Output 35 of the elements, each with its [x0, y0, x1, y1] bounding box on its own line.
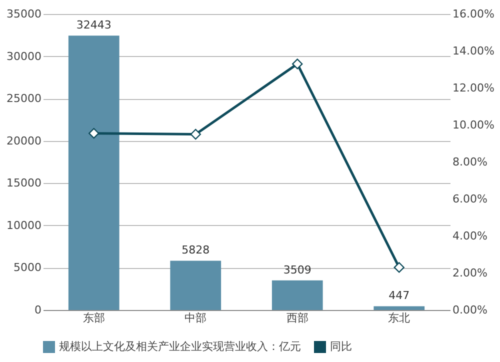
data-label: 3509: [283, 263, 312, 276]
y2-tick-label: 2.00%: [452, 266, 488, 280]
point: [292, 58, 303, 70]
y-tick-label: 15000: [6, 176, 42, 190]
legend-label: 规模以上文化及相关产业企业实现营业收入：亿元: [59, 340, 301, 353]
x-tick-label: 东北: [388, 312, 410, 324]
x-tick-label: 中部: [184, 312, 207, 324]
y2-tick-label: 12.00%: [452, 82, 494, 94]
bar: [170, 260, 222, 310]
legend-label: 同比: [330, 340, 352, 353]
point: [394, 262, 404, 273]
data-label: 5828: [182, 244, 210, 257]
y-tick-label: 20000: [6, 134, 42, 148]
y2-tick-label: 16.00%: [452, 8, 494, 20]
bar: [374, 306, 425, 310]
point: [190, 128, 201, 140]
y2-tick-label: 14.00%: [452, 44, 494, 58]
y2-tick-label: 0.00%: [452, 304, 488, 316]
y2-tick-label: 8.00%: [452, 156, 488, 168]
y2-tick-label: 10.00%: [452, 118, 494, 132]
bar: [272, 280, 323, 310]
y-tick-label: 30000: [6, 50, 42, 63]
y-tick-label: 5000: [14, 261, 42, 274]
y2-tick-label: 6.00%: [452, 192, 488, 206]
y-tick-label: 10000: [6, 218, 42, 232]
data-label: 447: [388, 289, 410, 302]
bar: [68, 36, 120, 310]
y-tick-label: 0: [34, 304, 42, 316]
y-tick-label: 35000: [6, 8, 42, 20]
x-tick-label: 西部: [286, 312, 308, 324]
x-tick-label: 东部: [82, 312, 105, 324]
data-label: 32443: [76, 18, 112, 32]
point: [88, 128, 100, 139]
y2-tick-label: 4.00%: [452, 230, 488, 242]
y-tick-label: 25000: [6, 92, 42, 106]
